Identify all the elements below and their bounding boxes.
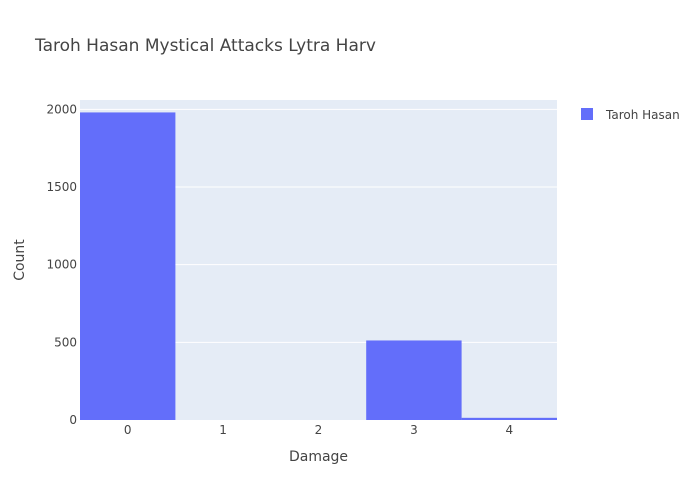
x-tick-label: 0 [124,423,132,437]
y-tick-label: 2000 [46,102,77,116]
y-tick-labels: 0 500 1000 1500 2000 [46,102,77,427]
bars [80,112,557,420]
y-tick-label: 1000 [46,258,77,272]
chart-title: Taroh Hasan Mystical Attacks Lytra Harv [34,36,376,56]
y-tick-label: 0 [69,413,77,427]
legend[interactable]: Taroh Hasan [581,108,680,122]
x-tick-label: 1 [219,423,227,437]
x-tick-label: 4 [505,423,513,437]
y-tick-label: 1500 [46,180,77,194]
y-tick-label: 500 [54,335,77,349]
bar-3[interactable] [366,340,462,420]
legend-label[interactable]: Taroh Hasan [605,108,680,122]
legend-swatch[interactable] [581,108,593,120]
bar-0[interactable] [80,112,176,420]
x-tick-label: 3 [410,423,418,437]
bar-4[interactable] [461,417,557,420]
y-axis-title: Count [12,239,28,281]
x-axis-title: Damage [289,449,348,465]
x-tick-labels: 0 1 2 3 4 [124,423,513,437]
x-tick-label: 2 [315,423,323,437]
